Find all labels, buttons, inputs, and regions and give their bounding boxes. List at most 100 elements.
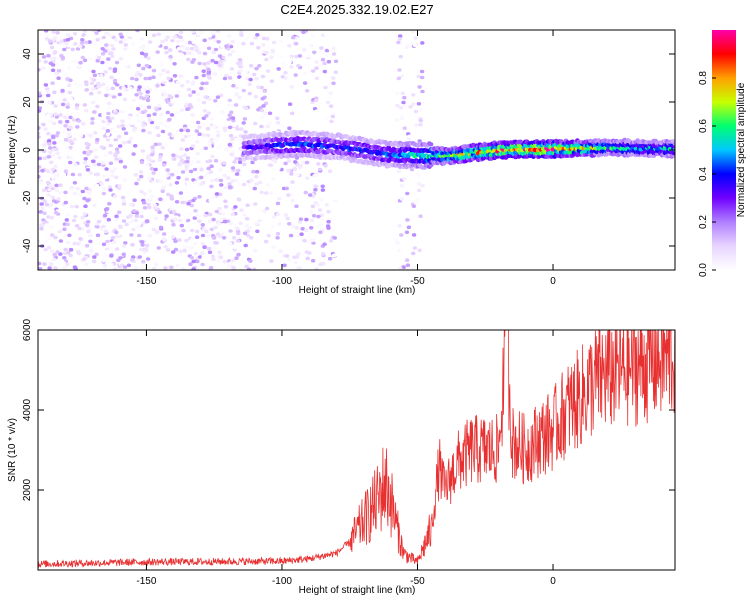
heatmap-cell: [114, 147, 120, 151]
heatmap-cell: [396, 76, 401, 81]
heatmap-cell: [49, 262, 54, 266]
heatmap-cell: [76, 119, 82, 123]
heatmap-cell: [137, 85, 142, 89]
heatmap-cell: [160, 129, 166, 134]
heatmap-cell: [314, 109, 319, 114]
heatmap-cell: [136, 63, 141, 68]
heatmap-cell: [80, 38, 85, 42]
heatmap-cell: [214, 192, 220, 196]
heatmap-cell: [200, 262, 205, 267]
heatmap-cell: [50, 167, 56, 172]
heatmap-cell: [233, 205, 238, 209]
colorbar-label: Normalized spectral amplitude: [736, 82, 747, 217]
heatmap-cell: [227, 53, 233, 57]
heatmap-cell: [331, 76, 336, 80]
heatmap-cell: [321, 252, 326, 256]
heatmap-cell: [153, 167, 158, 172]
heatmap-cell: [165, 110, 170, 115]
heatmap-cell: [106, 111, 111, 116]
heatmap-cell: [73, 42, 78, 46]
heatmap-cell: [184, 102, 189, 106]
heatmap-cell: [139, 51, 145, 56]
heatmap-cell: [139, 209, 144, 213]
heatmap-cell: [242, 162, 247, 167]
heatmap-cell: [52, 90, 57, 95]
heatmap-cell: [137, 233, 142, 238]
heatmap-cell: [218, 167, 223, 172]
heatmap-cell: [418, 122, 423, 127]
heatmap-cell: [187, 40, 192, 45]
heatmap-cell: [68, 115, 73, 120]
heatmap-cell: [173, 170, 179, 174]
heatmap-cell: [310, 207, 315, 212]
heatmap-cell: [80, 215, 85, 220]
heatmap-cell: [329, 119, 334, 124]
heatmap-cell: [93, 147, 99, 152]
heatmap-cell: [57, 190, 63, 195]
y-tick-label: 20: [22, 96, 33, 108]
heatmap-cell: [287, 43, 292, 48]
heatmap-cell: [62, 255, 67, 260]
heatmap-cell: [195, 120, 201, 125]
heatmap-cell: [45, 223, 50, 227]
heatmap-cell: [91, 100, 96, 105]
heatmap-cell: [69, 186, 75, 190]
heatmap-cell: [186, 87, 192, 92]
heatmap-cell: [54, 115, 59, 119]
heatmap-cell: [142, 249, 147, 254]
heatmap-cell: [202, 51, 208, 56]
heatmap-cell: [114, 234, 120, 239]
heatmap-cell: [79, 153, 84, 157]
heatmap-cell: [127, 140, 132, 144]
heatmap-cell: [101, 160, 106, 165]
heatmap-cell: [106, 217, 112, 222]
heatmap-cell: [206, 67, 211, 72]
heatmap-cell: [210, 254, 216, 259]
heatmap-cell: [38, 180, 43, 185]
heatmap-cell: [112, 194, 118, 199]
heatmap-cell: [249, 178, 254, 182]
heatmap-cell: [62, 154, 68, 158]
heatmap-cell: [265, 69, 271, 73]
heatmap-cell: [122, 185, 127, 189]
heatmap-cell: [114, 217, 119, 222]
heatmap-cell: [418, 118, 423, 123]
heatmap-cell: [74, 106, 80, 111]
heatmap-cell: [55, 176, 60, 181]
heatmap-cell: [50, 186, 55, 191]
heatmap-cell: [47, 150, 53, 154]
heatmap-cell: [65, 240, 71, 245]
heatmap-cell: [179, 223, 184, 228]
heatmap-cell: [428, 142, 434, 147]
heatmap-cell: [131, 127, 137, 131]
heatmap-cell: [159, 112, 164, 117]
heatmap-cell: [227, 185, 233, 189]
heatmap-cell: [215, 133, 221, 138]
heatmap-cell: [407, 113, 413, 117]
heatmap-cell: [326, 82, 332, 87]
heatmap-cell: [396, 40, 401, 45]
heatmap-cell: [153, 262, 159, 267]
heatmap-cell: [218, 189, 224, 193]
heatmap-cell: [38, 239, 41, 243]
heatmap-cell: [276, 67, 281, 71]
heatmap-cell: [188, 221, 193, 225]
heatmap-cell: [78, 60, 83, 65]
y-tick-label: 40: [22, 48, 33, 60]
heatmap-cell: [87, 40, 92, 44]
snr-y-axis-label: SNR (10 * v/v): [7, 418, 18, 482]
heatmap-cell: [65, 212, 71, 217]
heatmap-cell: [155, 84, 160, 88]
heatmap-cell: [208, 56, 214, 60]
heatmap-cell: [263, 101, 269, 106]
heatmap-cell: [224, 147, 229, 152]
heatmap-cell: [51, 37, 57, 42]
heatmap-cell: [311, 241, 316, 245]
heatmap-cell: [235, 226, 240, 231]
heatmap-cell: [78, 92, 83, 96]
heatmap-cell: [82, 160, 88, 165]
heatmap-cell: [88, 133, 93, 138]
heatmap-cell: [110, 54, 115, 59]
heatmap-cell: [245, 203, 250, 208]
heatmap-cell: [154, 249, 159, 254]
